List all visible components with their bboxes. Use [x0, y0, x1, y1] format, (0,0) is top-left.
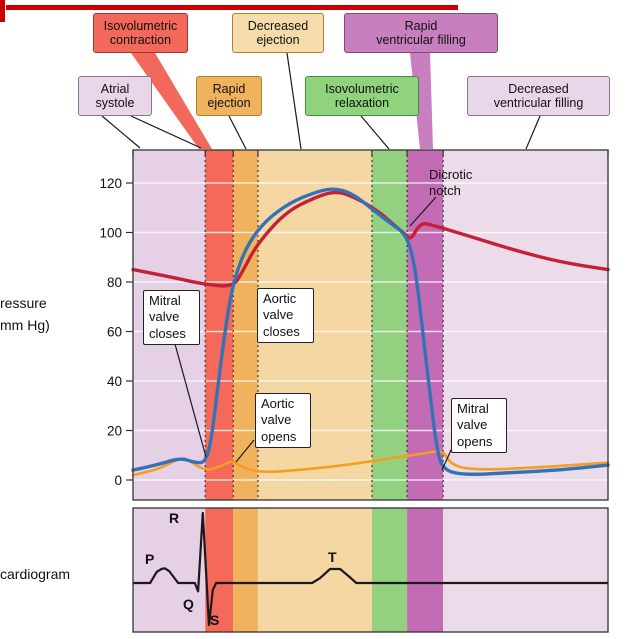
phase-label-atrial-systole: Atrial systole — [78, 76, 152, 116]
band-rapid-ejection — [233, 150, 258, 500]
annotation-dicrotic-notch: Dicrotic notch — [429, 167, 473, 199]
pressure-panel-border — [132, 149, 609, 501]
phase-label-rapid-ejection: Rapid ejection — [196, 76, 262, 116]
connector-line — [130, 115, 202, 149]
annotation-aortic-valve-closes: Aortic valve closes — [257, 288, 314, 343]
ecg-q-wave-label: Q — [183, 596, 194, 612]
y-tick-label: 60 — [107, 325, 122, 340]
y-tick-label: 0 — [114, 473, 122, 488]
ecg-band-decreased-ejection — [257, 508, 372, 632]
ecg-s-wave-label: S — [210, 612, 220, 628]
y-tick-label: 40 — [107, 374, 122, 389]
ecg-panel-border — [132, 507, 609, 633]
ecg-band-rapid-ventricular-filling — [407, 508, 444, 632]
electrocardiogram-axis-label: cardiogram — [0, 566, 71, 582]
connector-line — [101, 115, 141, 149]
connector-line — [441, 447, 453, 471]
pressure-axis-label-line1: ressure — [0, 295, 47, 311]
ecg-p-wave-label: P — [145, 551, 155, 567]
connector-line — [525, 115, 541, 150]
phase-label-isovolumetric-contraction: Isovolumetric contraction — [93, 13, 188, 53]
ecg-band-decreased-ventricular-filling — [443, 508, 608, 632]
phase-label-decreased-ejection: Decreased ejection — [232, 13, 324, 53]
annotation-mitral-valve-closes: Mitral valve closes — [143, 290, 200, 345]
y-tick-label: 80 — [107, 275, 122, 290]
annotation-mitral-valve-opens: Mitral valve opens — [451, 398, 507, 453]
annotation-aortic-valve-opens: Aortic valve opens — [255, 393, 311, 448]
electrocardiogram-trace — [133, 511, 608, 627]
y-tick-label: 20 — [107, 424, 122, 439]
ecg-r-wave-label: R — [169, 510, 180, 526]
connector-line — [235, 439, 255, 463]
phase-label-rapid-ventricular-filling: Rapid ventricular filling — [344, 13, 498, 53]
band-isovolumetric-relaxation — [371, 150, 408, 500]
ecg-band-isovolumetric-relaxation — [371, 508, 408, 632]
y-tick-label: 120 — [99, 176, 122, 191]
connector-line — [174, 343, 207, 458]
pressure-axis-label-line2: mm Hg) — [0, 317, 50, 333]
connector-line — [409, 196, 437, 227]
connector-line — [360, 115, 390, 150]
ecg-t-wave-label: T — [328, 549, 337, 565]
connector-line — [228, 115, 247, 150]
ecg-band-rapid-ejection — [233, 508, 258, 632]
phase-label-isovolumetric-relaxation: Isovolumetric relaxation — [305, 76, 419, 116]
frame-accent-horizontal — [6, 5, 458, 10]
connector-line — [286, 52, 302, 150]
y-tick-label: 100 — [99, 226, 122, 241]
phase-label-decreased-ventricular-filling: Decreased ventricular filling — [467, 76, 610, 116]
ventricular-pressure-curve — [131, 187, 610, 476]
frame-accent-vertical — [0, 0, 5, 22]
